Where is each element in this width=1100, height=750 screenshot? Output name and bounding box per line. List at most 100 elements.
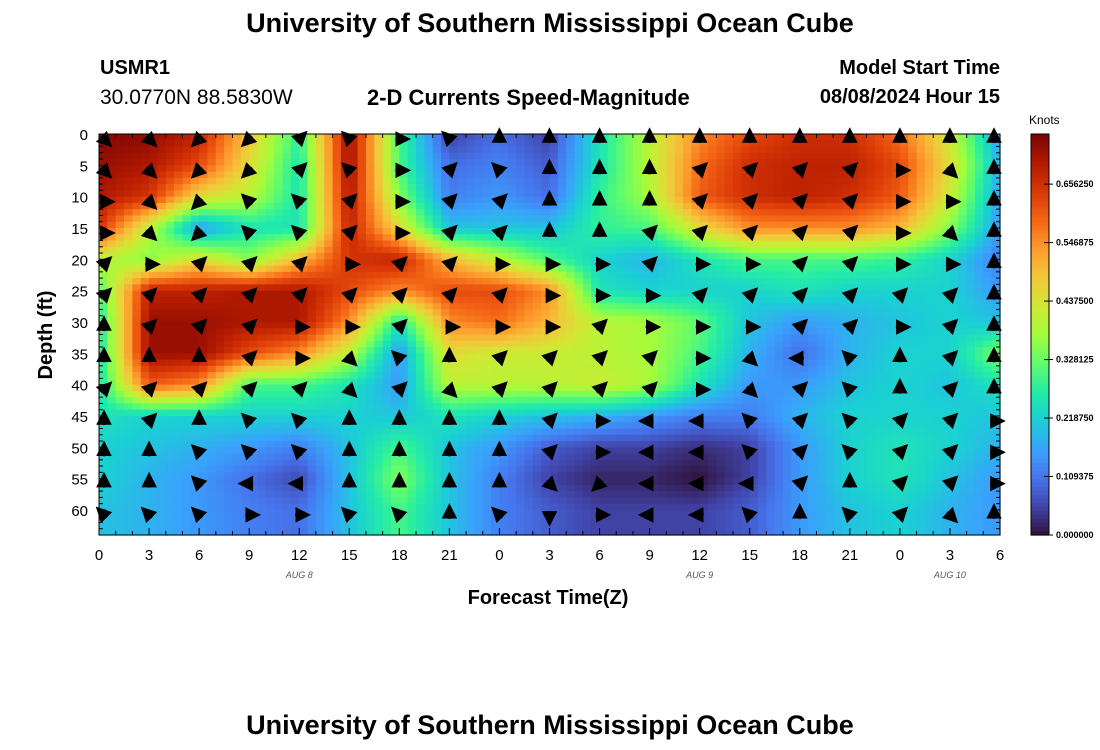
heatmap-cell [324,378,334,386]
heatmap-cell [274,397,284,405]
heatmap-cell [190,152,200,160]
heatmap-cell [733,409,742,417]
heatmap-cell [958,415,968,423]
heatmap-cell [466,271,476,279]
heatmap-cell [741,303,751,311]
heatmap-cell [674,177,684,185]
heatmap-cell [774,253,784,260]
heatmap-cell [466,340,476,348]
heatmap-cell [541,303,551,311]
heatmap-cell [524,403,534,411]
heatmap-cell [299,359,309,367]
heatmap-cell [207,177,217,185]
heatmap-cell [858,284,868,292]
heatmap-cell [616,415,626,423]
heatmap-cell [115,422,125,430]
heatmap-cell [399,140,409,148]
heatmap-cell [691,403,701,411]
heatmap-cell [766,303,776,311]
heatmap-cell [424,202,434,210]
heatmap-cell [374,315,384,323]
heatmap-cell [307,227,317,235]
heatmap-cell [974,315,984,323]
heatmap-cell [557,227,567,235]
heatmap-cell [224,209,234,217]
heatmap-cell [524,177,534,185]
heatmap-cell [274,253,284,260]
heatmap-cell [641,309,651,317]
heatmap-cell [958,409,968,417]
heatmap-cell [332,397,342,405]
heatmap-cell [699,271,709,279]
heatmap-cell [224,290,234,298]
heatmap-cell [849,397,859,405]
heatmap-cell [649,409,659,417]
heatmap-cell [215,278,225,285]
heatmap-cell [966,384,976,392]
heatmap-cell [265,372,275,379]
heatmap-cell [257,397,267,405]
heatmap-cell [507,397,517,405]
heatmap-cell [182,290,192,298]
heatmap-cell [899,221,909,229]
heatmap-cell [699,240,709,248]
heatmap-cell [566,215,576,223]
heatmap-cell [265,140,275,148]
heatmap-cell [124,290,133,298]
heatmap-cell [991,171,1001,179]
heatmap-cell [282,165,292,173]
heatmap-cell [891,340,901,348]
heatmap-cell [340,378,350,386]
heatmap-cell [766,221,776,229]
heatmap-cell [374,372,384,379]
heatmap-cell [641,159,651,166]
heatmap-cell [632,234,642,242]
heatmap-cell [933,265,943,273]
heatmap-cell [432,340,442,348]
heatmap-cell [541,296,551,304]
heatmap-cell [349,265,359,273]
heatmap-cell [215,190,225,198]
heatmap-cell [949,340,959,348]
heatmap-cell [424,303,434,311]
heatmap-cell [149,397,158,405]
heatmap-cell [282,259,292,267]
heatmap-cell [157,271,167,279]
heatmap-cell [407,159,417,166]
heatmap-cell [207,284,217,292]
heatmap-cell [774,384,784,392]
heatmap-cell [966,284,976,292]
heatmap-cell [307,271,317,279]
heatmap-cell [674,234,684,242]
heatmap-cell [374,265,384,273]
heatmap-cell [599,296,609,304]
heatmap-cell [499,234,509,242]
heatmap-cell [974,359,984,367]
heatmap-cell [949,390,959,398]
heatmap-cell [257,303,267,311]
heatmap-cell [641,321,651,329]
heatmap-cell [941,372,951,379]
heatmap-cell [632,284,642,292]
heatmap-cell [232,202,242,210]
heatmap-cell [799,390,809,398]
heatmap-cell [107,134,117,141]
heatmap-cell [382,397,392,405]
heatmap-cell [908,303,918,311]
heatmap-cell [891,390,901,398]
heatmap-cell [224,315,234,323]
heatmap-cell [607,202,617,210]
heatmap-cell [974,184,984,191]
heatmap-cell [290,321,300,329]
heatmap-cell [816,253,826,260]
heatmap-cell [407,240,417,248]
heatmap-cell [616,259,626,267]
heatmap-cell [224,253,234,260]
heatmap-cell [699,378,709,386]
heatmap-cell [382,334,392,342]
heatmap-cell [382,271,392,279]
heatmap-cell [958,190,968,198]
heatmap-cell [966,372,976,379]
heatmap-cell [991,234,1001,242]
heatmap-cell [916,347,926,354]
